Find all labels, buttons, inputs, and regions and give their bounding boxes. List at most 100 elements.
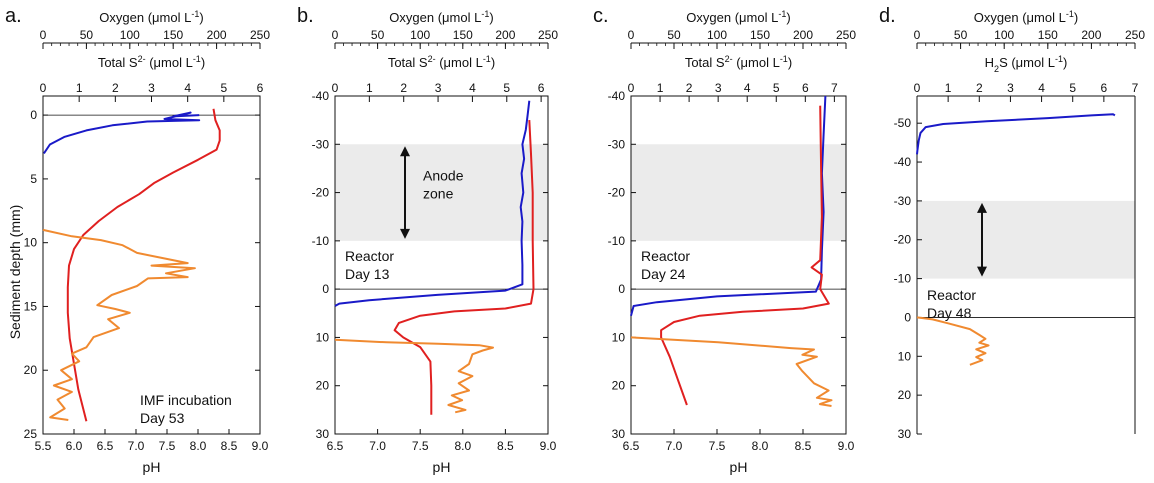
depth-tick-label: -10: [608, 234, 626, 248]
depth-tick-label: 25: [24, 427, 38, 441]
sulfide-axis-title: Total S2- (μmol L-1): [685, 54, 792, 70]
sulfide-series-line: [630, 336, 833, 407]
sulfide-tick-label: 6: [257, 81, 264, 95]
annotation-line-2: Day 48: [927, 305, 972, 321]
ph-series-line: [66, 108, 221, 422]
ph-tick-label: 7.0: [369, 439, 386, 453]
ph-tick-label: 9.0: [252, 439, 269, 453]
oxygen-tick-label: 100: [120, 28, 140, 42]
ph-tick-label: 9.0: [838, 439, 855, 453]
depth-tick-label: 0: [904, 310, 911, 324]
depth-tick-label: -30: [312, 137, 330, 151]
depth-tick-label: 10: [316, 330, 330, 344]
ph-tick-label: 8.0: [752, 439, 769, 453]
oxygen-tick-label: 200: [495, 28, 515, 42]
depth-tick-label: 0: [30, 108, 37, 122]
arrow-head-up: [977, 202, 987, 213]
plot-frame: [630, 95, 847, 435]
ph-tick-label: 8.5: [221, 439, 238, 453]
depth-tick-label: 10: [24, 236, 38, 250]
plot-frame: [334, 95, 549, 435]
oxygen-series-line: [334, 100, 531, 307]
sulfide-tick-label: 5: [220, 81, 227, 95]
depth-tick-label: 30: [316, 427, 330, 441]
ph-tick-label: 7.0: [666, 439, 683, 453]
oxygen-tick-label: 200: [793, 28, 813, 42]
depth-tick-label: 5: [30, 172, 37, 186]
annotation-line-1: Reactor: [641, 248, 690, 264]
oxygen-tick-label: 250: [1125, 28, 1145, 42]
oxygen-tick-label: 0: [914, 28, 921, 42]
ph-tick-label: 6.0: [66, 439, 83, 453]
oxygen-tick-label: 50: [80, 28, 94, 42]
oxygen-axis-title: Oxygen (μmol L-1): [974, 9, 1078, 25]
sulfide-tick-label: 0: [40, 81, 47, 95]
sulfide-axis-title: Total S2- (μmol L-1): [98, 54, 205, 70]
depth-tick-label: -30: [894, 194, 912, 208]
panel-label: b.: [297, 5, 314, 27]
sulfide-tick-label: 3: [715, 81, 722, 95]
oxygen-tick-label: 100: [707, 28, 727, 42]
ph-tick-label: 8.5: [795, 439, 812, 453]
oxygen-tick-label: 0: [628, 28, 635, 42]
depth-tick-label: -40: [312, 89, 330, 103]
ph-tick-label: 6.5: [97, 439, 114, 453]
oxygen-tick-label: 200: [207, 28, 227, 42]
sulfide-tick-label: 4: [744, 81, 751, 95]
depth-tick-label: -10: [312, 234, 330, 248]
sulfide-tick-label: 4: [184, 81, 191, 95]
sulfide-tick-label: 3: [435, 81, 442, 95]
oxygen-tick-label: 0: [332, 28, 339, 42]
ph-series-line: [660, 105, 830, 406]
depth-tick-label: 10: [612, 330, 626, 344]
zone-label-2: zone: [423, 186, 454, 202]
annotation-line-1: Reactor: [345, 248, 394, 264]
ph-tick-label: 8.0: [454, 439, 471, 453]
sulfide-tick-label: 7: [831, 81, 838, 95]
oxygen-tick-label: 150: [163, 28, 183, 42]
ph-tick-label: 7.5: [709, 439, 726, 453]
depth-tick-label: 20: [898, 388, 912, 402]
ph-tick-label: 5.5: [35, 439, 52, 453]
sulfide-tick-label: 3: [148, 81, 155, 95]
sulfide-tick-label: 2: [976, 81, 983, 95]
plot-frame: [42, 95, 261, 435]
sulfide-series-line: [916, 316, 990, 366]
sulfide-series-line: [42, 228, 196, 421]
oxygen-tick-label: 250: [836, 28, 856, 42]
oxygen-tick-label: 0: [40, 28, 47, 42]
annotation-line-2: Day 53: [140, 410, 185, 426]
depth-tick-label: 20: [316, 379, 330, 393]
sulfide-tick-label: 1: [945, 81, 952, 95]
sulfide-tick-label: 1: [76, 81, 83, 95]
sulfide-tick-label: 2: [686, 81, 693, 95]
depth-tick-label: -20: [312, 186, 330, 200]
depth-tick-label: -30: [608, 137, 626, 151]
panel-c: c. Oxygen (μmol L-1)0 50 100 150 200 250Total …: [593, 5, 856, 475]
depth-tick-label: 15: [24, 299, 38, 313]
ph-axis-title: pH: [433, 459, 451, 475]
annotation-line-2: Day 13: [345, 266, 390, 282]
oxygen-tick-label: 150: [1038, 28, 1058, 42]
arrow-head-down: [400, 228, 410, 239]
ph-tick-label: 9.0: [540, 439, 557, 453]
depth-tick-label: 0: [618, 282, 625, 296]
sulfide-tick-label: 7: [1132, 81, 1139, 95]
annotation-line-1: IMF incubation: [140, 392, 232, 408]
oxygen-tick-label: 50: [371, 28, 385, 42]
ph-tick-label: 7.5: [159, 439, 176, 453]
sulfide-tick-label: 1: [657, 81, 664, 95]
depth-tick-label: -40: [894, 155, 912, 169]
ph-axis-title: pH: [143, 459, 161, 475]
sulfide-axis-title: Total S2- (μmol L-1): [388, 54, 495, 70]
ph-tick-label: 7.0: [128, 439, 145, 453]
annotation-line-1: Reactor: [927, 287, 976, 303]
sulfide-tick-label: 0: [628, 81, 635, 95]
depth-tick-label: 10: [898, 349, 912, 363]
panel-b: b. Oxygen (μmol L-1)0 50 100 150 200 250Total …: [297, 5, 558, 475]
sulfide-tick-label: 2: [400, 81, 407, 95]
oxygen-axis-title: Oxygen (μmol L-1): [389, 9, 493, 25]
zone-label-1: Anode: [423, 168, 464, 184]
oxygen-tick-label: 150: [453, 28, 473, 42]
